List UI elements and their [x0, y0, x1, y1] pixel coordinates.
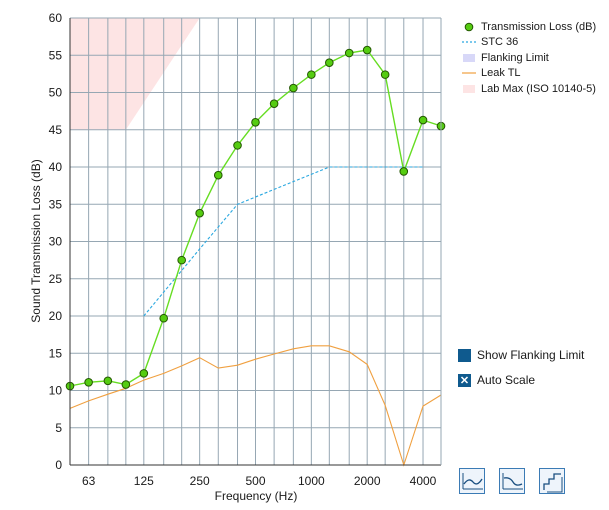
y-tick-label: 15	[49, 346, 63, 360]
y-tick-label: 60	[49, 11, 63, 25]
transmission-loss-point	[195, 208, 204, 218]
step-plot-button[interactable]	[539, 468, 565, 494]
y-tick-label: 25	[49, 272, 63, 286]
auto-scale-label: Auto Scale	[477, 373, 536, 387]
transmission-loss-point	[251, 118, 260, 127]
transmission-loss-point	[159, 313, 169, 323]
x-tick-label: 250	[190, 474, 210, 488]
transmission-loss-point	[344, 48, 354, 58]
show-flanking-label: Show Flanking Limit	[477, 348, 585, 362]
stc-contour-line	[143, 166, 423, 317]
x-tick-label: 500	[245, 474, 265, 488]
curve-fit-button[interactable]	[459, 468, 485, 494]
curve-fit-icon	[462, 473, 483, 490]
legend-marker-icon	[461, 21, 477, 33]
transmission-loss-point	[399, 167, 409, 176]
legend-fill-blue-icon	[461, 52, 477, 64]
transmission-loss-point	[307, 70, 316, 79]
transmission-loss-point	[362, 45, 372, 55]
y-tick-label: 55	[49, 48, 63, 62]
y-tick-label: 10	[49, 384, 63, 398]
transmission-loss-point	[103, 376, 113, 386]
legend-label: Leak TL	[481, 67, 521, 80]
legend-label: STC 36	[481, 36, 519, 49]
auto-scale-checkbox[interactable]: ✕ Auto Scale	[458, 373, 535, 387]
y-tick-label: 5	[55, 421, 62, 435]
legend-item-lab-max: Lab Max (ISO 10140-5)	[461, 81, 596, 97]
transmission-loss-point	[289, 83, 298, 93]
transmission-loss-point	[325, 58, 334, 68]
curve-dip-icon	[502, 473, 523, 490]
chart-axes: 0 5 10 15 20 25 30 35 40 45 50 55 60 63 125 250 500 1000 2…	[49, 11, 442, 488]
legend-label: Lab Max (ISO 10140-5)	[481, 82, 596, 95]
y-tick-label: 35	[49, 197, 63, 211]
step-plot-icon	[543, 473, 563, 493]
curve-dip-button[interactable]	[499, 468, 525, 494]
checkbox-checked-icon[interactable]: ✕	[458, 373, 471, 387]
legend-label: Transmission Loss (dB)	[481, 20, 597, 33]
legend-line-icon	[461, 67, 477, 79]
legend-dash-icon	[461, 36, 477, 48]
transmission-loss-point	[121, 380, 131, 389]
y-tick-label: 40	[49, 160, 63, 174]
transmission-loss-point	[213, 170, 223, 180]
legend-item-stc: STC 36	[461, 35, 596, 51]
transmission-loss-point	[139, 369, 149, 378]
y-tick-label: 20	[49, 309, 63, 323]
leak-tl-line	[69, 345, 442, 467]
transmission-loss-point	[84, 378, 93, 387]
x-tick-label: 4000	[410, 474, 437, 488]
legend-label: Flanking Limit	[481, 51, 549, 64]
transmission-loss-point	[418, 115, 428, 125]
y-tick-label: 50	[49, 86, 63, 100]
chart-legend: Transmission Loss (dB) STC 36 Flanking L…	[461, 19, 596, 97]
legend-item-flanking: Flanking Limit	[461, 50, 596, 66]
transmission-loss-point	[177, 255, 186, 265]
y-tick-label: 30	[49, 235, 63, 249]
y-tick-label: 45	[49, 123, 63, 137]
legend-fill-pink-icon	[461, 83, 477, 95]
x-axis-label: Frequency (Hz)	[215, 489, 298, 503]
legend-item-transmission-loss: Transmission Loss (dB)	[461, 19, 596, 35]
lab-max-region	[70, 18, 200, 130]
legend-item-leak: Leak TL	[461, 66, 596, 82]
chart-regions	[70, 18, 200, 130]
y-tick-label: 0	[55, 458, 62, 472]
transmission-loss-point	[269, 99, 279, 108]
checkbox-unchecked-icon[interactable]	[458, 348, 471, 362]
x-tick-label: 125	[134, 474, 154, 488]
x-tick-label: 1000	[298, 474, 325, 488]
x-tick-label: 2000	[354, 474, 381, 488]
transmission-loss-point	[380, 70, 390, 79]
chart-grid	[70, 17, 441, 466]
x-tick-label: 63	[82, 474, 96, 488]
show-flanking-checkbox[interactable]: Show Flanking Limit	[458, 348, 584, 362]
transmission-loss-point	[233, 141, 242, 150]
y-axis-label: Sound Transmission Loss (dB)	[29, 159, 43, 322]
